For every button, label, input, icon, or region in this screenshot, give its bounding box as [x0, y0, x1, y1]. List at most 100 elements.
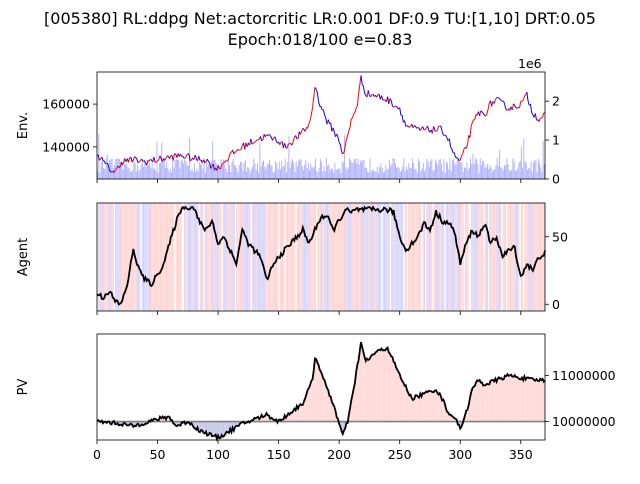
- price-segment: [540, 118, 541, 119]
- pv-fill-segment: [388, 348, 389, 422]
- action-band: [344, 203, 345, 311]
- volume-bar: [514, 161, 515, 179]
- volume-bar: [360, 160, 361, 179]
- action-band: [193, 203, 194, 311]
- action-band: [535, 203, 536, 311]
- volume-bar: [165, 168, 166, 179]
- volume-bar: [405, 171, 406, 179]
- volume-bar: [528, 168, 529, 179]
- action-band: [405, 203, 406, 311]
- action-band: [158, 203, 159, 311]
- volume-bar: [305, 160, 306, 179]
- pv-fill-segment: [374, 352, 375, 421]
- volume-bar: [236, 168, 237, 179]
- price-segment: [150, 159, 151, 160]
- action-band: [286, 203, 287, 311]
- volume-bar: [429, 167, 430, 179]
- action-band: [446, 203, 447, 311]
- action-band: [267, 203, 268, 311]
- action-band: [151, 203, 152, 311]
- action-band: [452, 203, 453, 311]
- action-band: [188, 203, 189, 311]
- action-band: [489, 203, 490, 311]
- action-band: [367, 203, 368, 311]
- volume-bar: [202, 169, 203, 179]
- action-band: [137, 203, 138, 311]
- volume-bar: [397, 167, 398, 179]
- volume-bar: [103, 168, 104, 179]
- pv-fill-segment: [322, 375, 323, 422]
- action-band: [429, 203, 430, 311]
- pv-fill-segment: [398, 372, 399, 422]
- action-band: [443, 203, 444, 311]
- action-band: [172, 203, 173, 311]
- pv-fill-segment: [535, 379, 536, 421]
- volume-bar: [443, 159, 444, 179]
- pv-fill-segment: [402, 381, 403, 422]
- action-band: [170, 203, 171, 311]
- volume-bar: [435, 160, 436, 179]
- pv-fill-segment: [384, 350, 385, 421]
- volume-bar: [259, 143, 260, 179]
- volume-bar: [234, 165, 235, 179]
- volume-bar: [355, 159, 356, 179]
- volume-bar: [333, 172, 334, 179]
- volume-bar: [486, 167, 487, 179]
- volume-bar: [337, 169, 338, 179]
- volume-bar: [200, 165, 201, 179]
- price-segment: [138, 162, 139, 163]
- volume-bar: [441, 164, 442, 179]
- volume-bar: [414, 169, 415, 179]
- pv-fill-segment: [515, 375, 516, 421]
- volume-bar: [310, 163, 311, 179]
- volume-bar: [302, 166, 303, 179]
- action-band: [435, 203, 436, 311]
- action-band: [419, 203, 420, 311]
- volume-bar: [307, 168, 308, 179]
- volume-bar: [488, 169, 489, 179]
- action-band: [282, 203, 283, 311]
- action-band: [494, 203, 495, 311]
- volume-bar: [264, 167, 265, 179]
- pv-fill-segment: [310, 381, 311, 422]
- volume-bar: [171, 172, 172, 179]
- volume-bar: [190, 171, 191, 179]
- volume-bar: [468, 170, 469, 179]
- volume-bar: [480, 158, 481, 179]
- volume-bar: [261, 167, 262, 179]
- action-band: [543, 203, 544, 311]
- volume-bar: [497, 158, 498, 179]
- volume-bar: [342, 161, 343, 179]
- pv-fill-segment: [517, 377, 518, 422]
- price-segment: [262, 140, 263, 141]
- pv-fill-segment: [326, 385, 327, 422]
- volume-bar: [466, 163, 467, 179]
- price-segment: [237, 150, 238, 151]
- pv-fill-segment: [491, 380, 492, 421]
- volume-bar: [499, 150, 500, 179]
- volume-bar: [463, 172, 464, 179]
- action-band: [349, 203, 350, 311]
- volume-bar: [349, 158, 350, 179]
- action-band: [269, 203, 270, 311]
- action-band: [451, 203, 452, 311]
- volume-bar: [407, 170, 408, 179]
- volume-bar: [437, 165, 438, 179]
- volume-bar: [439, 160, 440, 179]
- volume-bar: [517, 169, 518, 179]
- action-band: [144, 203, 145, 311]
- volume-bar: [339, 168, 340, 179]
- volume-bar: [279, 162, 280, 179]
- action-band: [475, 203, 476, 311]
- action-band: [507, 203, 508, 311]
- volume-bar: [482, 161, 483, 179]
- volume-bar: [183, 164, 184, 179]
- volume-bar: [272, 166, 273, 179]
- action-band: [313, 203, 314, 311]
- volume-bar: [529, 169, 530, 179]
- action-band: [346, 203, 347, 311]
- pv-fill-segment: [371, 355, 372, 422]
- pv-fill-segment: [534, 380, 535, 422]
- action-band: [499, 203, 500, 311]
- volume-bar: [186, 161, 187, 179]
